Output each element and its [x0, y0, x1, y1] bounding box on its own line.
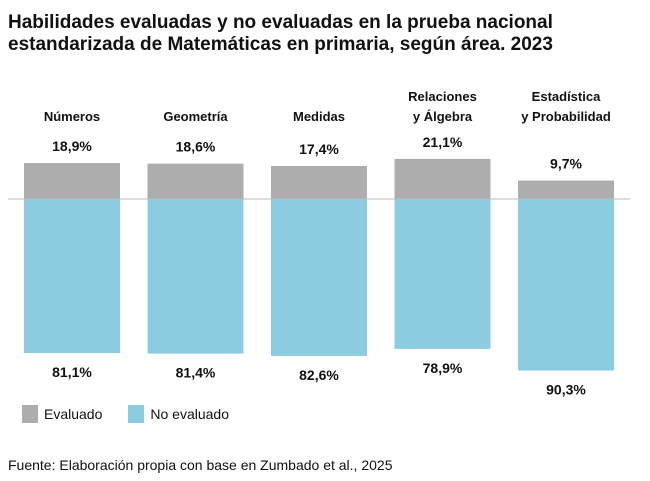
category-label: y Probabilidad — [521, 109, 611, 124]
category-label: Estadística — [532, 89, 601, 104]
category-label: y Álgebra — [413, 109, 473, 124]
data-label-no-evaluado: 78,9% — [423, 360, 463, 376]
data-label-no-evaluado: 90,3% — [546, 382, 586, 398]
data-label-evaluado: 17,4% — [299, 141, 339, 157]
bar-evaluado — [518, 180, 614, 199]
chart-plot: 18,9% 81,1% Números 18,6% 81,4% Geometría 17,4… — [8, 89, 630, 398]
data-label-no-evaluado: 81,4% — [176, 365, 216, 381]
bar-evaluado — [394, 158, 491, 199]
category-label: Geometría — [163, 109, 228, 124]
bar-no-evaluado — [147, 199, 244, 354]
category-label: Relaciones — [408, 89, 477, 104]
data-label-evaluado: 18,9% — [52, 138, 92, 154]
legend-item-no-evaluado: No evaluado — [128, 405, 229, 423]
legend-item-evaluado: Evaluado — [22, 405, 102, 423]
bar-evaluado — [24, 163, 120, 199]
bar-evaluado — [147, 163, 244, 199]
data-label-evaluado: 9,7% — [550, 156, 582, 172]
category-label: Números — [44, 109, 100, 124]
chart-title-line-2: estandarizada de Matemáticas en primaria… — [8, 34, 553, 55]
chart-title-line-1: Habilidades evaluadas y no evaluadas en … — [8, 12, 553, 33]
bar-no-evaluado — [394, 199, 491, 349]
category-label: Medidas — [293, 109, 345, 124]
legend-label-evaluado: Evaluado — [44, 406, 103, 422]
data-label-no-evaluado: 82,6% — [299, 367, 339, 383]
bar-evaluado — [271, 165, 367, 199]
bar-no-evaluado — [518, 199, 614, 371]
legend: Evaluado No evaluado — [22, 405, 255, 423]
data-label-evaluado: 18,6% — [176, 139, 216, 155]
bar-no-evaluado — [24, 199, 120, 354]
bar-no-evaluado — [271, 199, 367, 356]
data-label-evaluado: 21,1% — [423, 134, 463, 150]
data-label-no-evaluado: 81,1% — [52, 364, 92, 380]
source-note: Fuente: Elaboración propia con base en Z… — [8, 457, 393, 473]
legend-swatch-no-evaluado — [128, 405, 145, 423]
chart-title: Habilidades evaluadas y no evaluadas en … — [8, 12, 638, 56]
legend-swatch-evaluado — [22, 405, 38, 423]
legend-label-no-evaluado: No evaluado — [150, 406, 230, 422]
